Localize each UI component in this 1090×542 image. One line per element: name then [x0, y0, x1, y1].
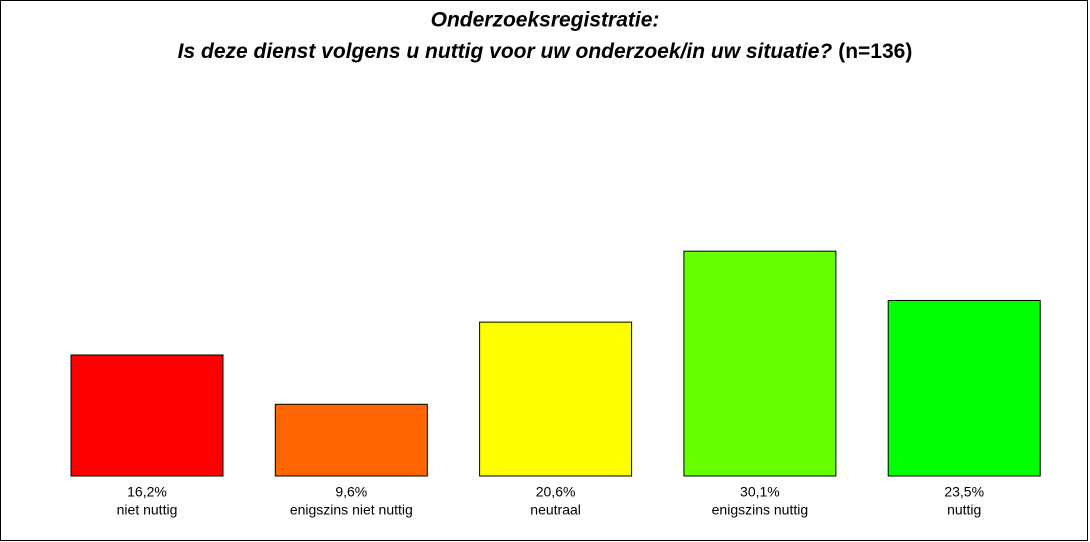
- chart-subtitle: Is deze dienst volgens u nuttig voor uw …: [178, 40, 913, 63]
- value-label: 9,6%: [335, 484, 367, 500]
- subtitle-main: Is deze dienst volgens u nuttig voor uw …: [178, 40, 833, 63]
- category-label: enigszins nuttig: [712, 502, 809, 518]
- value-label: 23,5%: [944, 484, 984, 500]
- bar: [887, 299, 1041, 477]
- value-label: 20,6%: [536, 484, 576, 500]
- value-label: 16,2%: [127, 484, 167, 500]
- category-label: niet nuttig: [117, 502, 178, 518]
- category-label: neutraal: [530, 502, 581, 518]
- bar: [683, 250, 837, 477]
- chart-title: Onderzoeksregistratie:: [431, 9, 660, 32]
- category-label: enigszins niet nuttig: [290, 502, 413, 518]
- bar: [479, 321, 633, 477]
- bar: [70, 354, 224, 477]
- subtitle-note: (n=136): [838, 40, 912, 63]
- category-label: nuttig: [947, 502, 981, 518]
- value-label: 30,1%: [740, 484, 780, 500]
- bar: [274, 403, 428, 477]
